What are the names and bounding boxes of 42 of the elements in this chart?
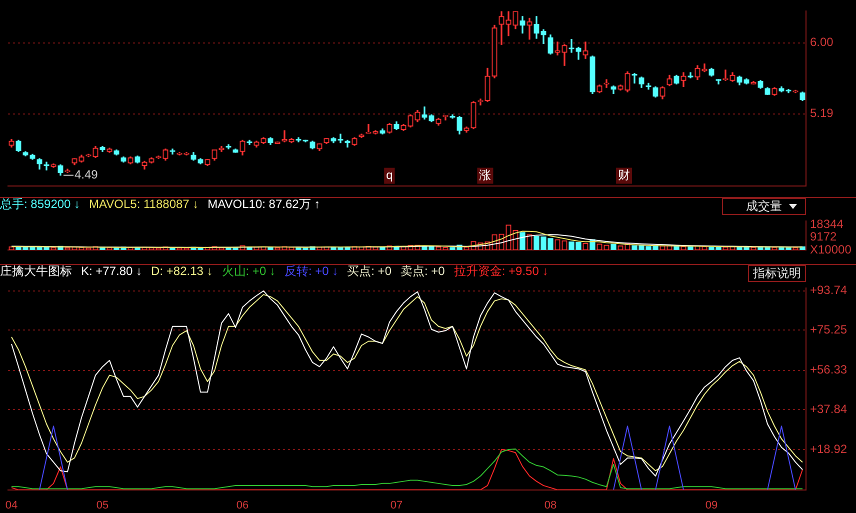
x-tick-label: 08 xyxy=(544,499,557,512)
text: MAVOL10: 87.62万 ↑ xyxy=(208,197,320,211)
x-tick-label: 05 xyxy=(96,499,109,512)
chart-title: 庄擒大牛图标 xyxy=(0,264,72,278)
bar xyxy=(688,246,694,250)
text: 指标说明 xyxy=(753,266,801,280)
y-tick-label: +56.33 xyxy=(810,362,848,377)
y-tick-label: 5.19 xyxy=(810,106,834,120)
bar xyxy=(520,232,526,250)
x-tick-label: 09 xyxy=(705,499,718,512)
x-tick-label: 07 xyxy=(390,499,403,512)
y-tick-label: +93.74 xyxy=(810,283,848,298)
bar xyxy=(610,244,616,250)
y-tick-label: +75.25 xyxy=(810,322,848,336)
x-tick-label: 04 xyxy=(5,499,18,512)
text: 拉升资金: +9.50 ↓ xyxy=(454,264,548,278)
candlestick xyxy=(506,11,512,36)
candlestick xyxy=(526,18,532,40)
annotation: 财 xyxy=(618,168,630,182)
y-tick-label: 9172 xyxy=(810,230,838,244)
y-tick-label: X10000 xyxy=(810,242,852,256)
text: 卖点: +0 xyxy=(400,264,445,278)
y-tick-label: 18344 xyxy=(810,217,844,232)
annotation: q xyxy=(386,168,393,182)
annotation: 4.49 xyxy=(74,168,98,182)
text: 买点: +0 xyxy=(347,264,392,278)
candlestick xyxy=(604,79,610,88)
candlestick xyxy=(568,38,574,53)
text: D: +82.13 ↓ xyxy=(151,264,213,278)
y-tick-label: +18.92 xyxy=(810,442,848,456)
text: K: +77.80 ↓ xyxy=(81,264,142,278)
x-tick-label: 06 xyxy=(236,499,249,512)
y-tick-label: 6.00 xyxy=(810,35,834,50)
y-tick-label: +37.84 xyxy=(810,402,848,416)
annotation: 涨 xyxy=(479,168,492,182)
text: 反转: +0 ↓ xyxy=(284,264,338,278)
candlestick xyxy=(554,42,560,56)
text: 火山: +0 ↓ xyxy=(222,264,276,278)
text: 成交量 xyxy=(746,199,782,213)
candlestick xyxy=(702,64,708,72)
text: 总手: 859200 ↓ xyxy=(0,197,80,211)
text: MAVOL5: 1188087 ↓ xyxy=(89,197,199,211)
